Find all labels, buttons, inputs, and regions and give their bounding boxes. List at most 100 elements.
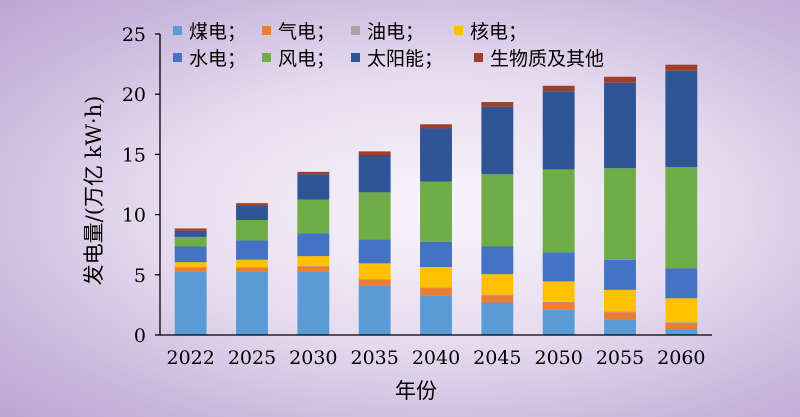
bar-2040-油电 — [420, 287, 452, 289]
bar-2035-气电 — [358, 279, 391, 286]
bar-2035-油电 — [358, 279, 391, 280]
bar-2022-生物质及其他 — [174, 228, 207, 231]
bar-2022-煤电 — [174, 271, 207, 335]
bars-layer — [174, 64, 698, 335]
bar-2025-油电 — [236, 266, 268, 268]
bar-2055-太阳能 — [604, 82, 636, 169]
y-tick-label: 20 — [122, 84, 146, 106]
bar-2045-气电 — [481, 295, 514, 303]
x-tick-label: 2055 — [596, 347, 644, 369]
bar-2050-气电 — [542, 302, 575, 310]
bar-2050-太阳能 — [542, 91, 575, 170]
bar-2040-煤电 — [420, 295, 452, 335]
bar-2035-太阳能 — [358, 155, 391, 193]
bar-2060-太阳能 — [665, 70, 698, 168]
legend-label: 煤电； — [189, 21, 246, 43]
x-tick-label: 2025 — [228, 347, 276, 369]
bar-2055-油电 — [604, 311, 636, 313]
bar-2035-核电 — [358, 263, 391, 280]
axes-layer — [159, 34, 712, 336]
legend: 煤电； 气电； 油电； 核电； 水电； 风电； 太阳能； 生物质及其他 — [173, 21, 604, 70]
bar-2030-油电 — [297, 265, 330, 267]
bar-2060-水电 — [665, 268, 698, 299]
bar-2025-水电 — [236, 240, 268, 260]
bar-2050-油电 — [542, 301, 575, 303]
bar-2040-水电 — [420, 241, 452, 267]
bar-2055-风电 — [604, 168, 636, 260]
x-tick-label: 2035 — [350, 347, 398, 369]
bar-2035-煤电 — [358, 285, 391, 335]
bar-2035-水电 — [358, 239, 391, 264]
bar-2030-生物质及其他 — [297, 171, 330, 175]
bar-2022-风电 — [174, 236, 207, 247]
bar-2040-生物质及其他 — [420, 124, 452, 129]
bar-2050-生物质及其他 — [542, 85, 575, 92]
y-tick-label: 10 — [122, 205, 146, 227]
bar-2022-核电 — [174, 262, 207, 267]
bar-2050-风电 — [542, 169, 575, 253]
bar-2045-生物质及其他 — [481, 102, 514, 107]
x-tick-label: 2050 — [534, 347, 582, 369]
legend-swatch-生物质及其他 — [474, 53, 483, 62]
bar-2022-油电 — [174, 266, 207, 268]
bar-2060-油电 — [665, 322, 698, 323]
bar-2022-水电 — [174, 246, 207, 263]
bar-2060-煤电 — [665, 328, 698, 335]
bar-2050-水电 — [542, 252, 575, 282]
bar-2045-太阳能 — [481, 106, 514, 175]
bar-2055-生物质及其他 — [604, 76, 636, 83]
bar-2050-煤电 — [542, 309, 575, 335]
bar-2030-水电 — [297, 233, 330, 257]
legend-swatch-核电 — [454, 26, 463, 35]
bar-2040-风电 — [420, 181, 452, 242]
bar-2055-煤电 — [604, 319, 636, 335]
legend-label: 太阳能； — [367, 48, 443, 70]
y-tick-label: 25 — [122, 24, 146, 46]
bar-2045-水电 — [481, 246, 514, 275]
legend-label: 核电； — [470, 21, 527, 43]
bar-2060-核电 — [665, 298, 698, 323]
bar-2050-核电 — [542, 281, 575, 302]
x-tick-label: 2060 — [657, 347, 705, 369]
bar-2030-风电 — [297, 199, 330, 234]
bar-2022-太阳能 — [174, 230, 207, 237]
y-tick-label: 5 — [134, 265, 146, 287]
y-axis-title: 发电量/(万亿 kW·h) — [82, 96, 106, 286]
legend-swatch-太阳能 — [351, 53, 360, 62]
legend-swatch-煤电 — [173, 26, 182, 35]
legend-label: 水电； — [189, 48, 246, 70]
bar-2040-气电 — [420, 288, 452, 296]
bar-2060-生物质及其他 — [665, 64, 698, 71]
bar-2060-风电 — [665, 167, 698, 269]
x-tick-label: 2022 — [166, 347, 214, 369]
x-tick-label: 2030 — [289, 347, 337, 369]
bar-2025-太阳能 — [236, 205, 268, 221]
legend-swatch-油电 — [351, 26, 360, 35]
bar-2030-核电 — [297, 256, 330, 266]
legend-swatch-水电 — [173, 53, 182, 62]
legend-label: 生物质及其他 — [490, 48, 604, 70]
bar-2025-生物质及其他 — [236, 203, 268, 206]
bar-2055-水电 — [604, 259, 636, 290]
legend-label: 油电； — [367, 21, 424, 43]
bar-2045-油电 — [481, 294, 514, 296]
bar-2030-太阳能 — [297, 174, 330, 200]
bar-2025-核电 — [236, 259, 268, 267]
y-tick-label: 15 — [122, 144, 146, 166]
bar-2040-太阳能 — [420, 128, 452, 182]
y-ticks: 0 5 10 15 20 25 — [122, 24, 160, 347]
bar-2055-核电 — [604, 289, 636, 312]
bar-2025-气电 — [236, 267, 268, 272]
bar-2045-核电 — [481, 274, 514, 295]
legend-label: 风电； — [278, 48, 335, 70]
y-tick-label: 0 — [134, 325, 146, 347]
bar-2045-风电 — [481, 174, 514, 247]
bar-2040-核电 — [420, 266, 452, 288]
x-tick-label: 2040 — [412, 347, 460, 369]
bar-2055-气电 — [604, 312, 636, 320]
bar-2022-气电 — [174, 267, 207, 272]
legend-label: 气电； — [278, 21, 335, 43]
legend-swatch-风电 — [262, 53, 271, 62]
bar-2060-气电 — [665, 322, 698, 329]
